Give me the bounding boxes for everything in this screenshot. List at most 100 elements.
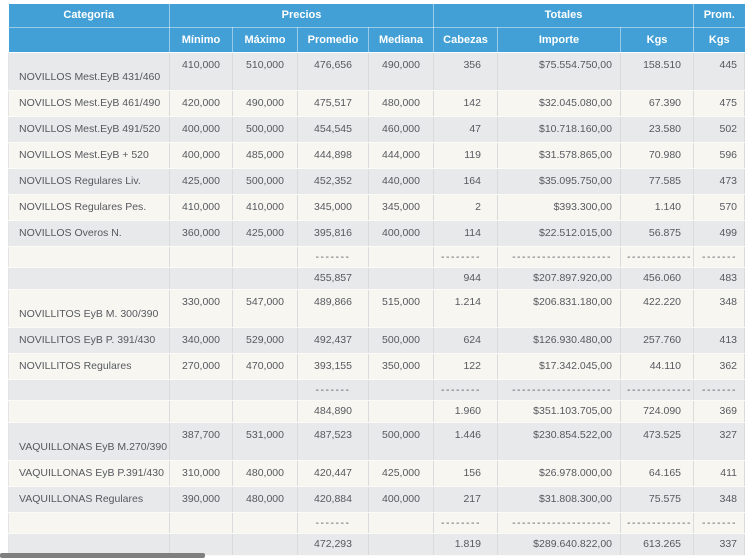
table-row: NOVILLOS Overos N. 360,000 425,000 395,816 4… <box>8 220 746 247</box>
cell-mediana: 425,000 <box>368 460 434 487</box>
cell-prom-kgs: 413 <box>693 327 746 354</box>
horizontal-scrollbar-thumb[interactable] <box>0 553 205 558</box>
cell-cabezas: -------- <box>433 512 498 534</box>
cell-categoria: NOVILLITOS EyB P. 391/430 <box>8 327 170 354</box>
cell-cabezas: 624 <box>433 327 498 354</box>
cell-promedio: 489,866 <box>297 289 369 328</box>
table-row: VAQUILLONAS EyB M.270/390 387,700 531,000 4… <box>8 422 746 461</box>
cell-cabezas: 1.446 <box>433 422 498 461</box>
cell-maximo <box>232 533 298 556</box>
cell-prom-kgs: 369 <box>693 400 746 423</box>
cell-maximo <box>232 512 298 534</box>
cell-mediana <box>368 267 434 290</box>
table-row: ------- -------- -------------------- -----… <box>8 512 746 534</box>
cell-maximo: 529,000 <box>232 327 298 354</box>
cell-cabezas: 47 <box>433 116 498 143</box>
cell-kgs: 70.980 <box>620 142 695 169</box>
cell-kgs: 44.110 <box>620 353 695 380</box>
cell-mediana: 460,000 <box>368 116 434 143</box>
cell-prom-kgs: 348 <box>693 486 746 513</box>
table-header: Categoria Precios Totales Prom. Mínimo M… <box>8 4 745 53</box>
cell-maximo <box>232 246 298 268</box>
cell-kgs: 75.575 <box>620 486 695 513</box>
cell-promedio: 420,884 <box>297 486 369 513</box>
header-minimo: Mínimo <box>169 27 233 53</box>
cell-kgs: ------------- <box>620 379 695 401</box>
cell-categoria: NOVILLOS Mest.EyB 461/490 <box>8 90 170 117</box>
cell-minimo: 387,700 <box>169 422 233 461</box>
cell-cabezas: -------- <box>433 379 498 401</box>
cell-cabezas: 156 <box>433 460 498 487</box>
cell-prom-kgs: 499 <box>693 220 746 247</box>
cell-importe: $206.831.180,00 <box>497 289 621 328</box>
cell-minimo: 330,000 <box>169 289 233 328</box>
header-prom-kgs: Kgs <box>693 27 745 53</box>
cell-mediana: 350,000 <box>368 353 434 380</box>
cell-mediana: 515,000 <box>368 289 434 328</box>
cell-prom-kgs: ------- <box>693 512 746 534</box>
header-sub-row: Mínimo Máximo Promedio Mediana Cabezas I… <box>8 27 745 53</box>
cell-cabezas: 114 <box>433 220 498 247</box>
cell-mediana: 400,000 <box>368 486 434 513</box>
table-row: VAQUILLONAS Regulares 390,000 480,000 420,8… <box>8 486 746 513</box>
cell-maximo: 490,000 <box>232 90 298 117</box>
cell-importe: $31.578.865,00 <box>497 142 621 169</box>
cell-cabezas: 1.214 <box>433 289 498 328</box>
cell-promedio: 454,545 <box>297 116 369 143</box>
cell-kgs: 613.265 <box>620 533 695 556</box>
cell-prom-kgs: ------- <box>693 379 746 401</box>
header-cabezas: Cabezas <box>433 27 498 53</box>
cell-minimo: 310,000 <box>169 460 233 487</box>
cell-importe: $17.342.045,00 <box>497 353 621 380</box>
table-row: NOVILLITOS EyB M. 300/390 330,000 547,000 4… <box>8 289 746 328</box>
cell-categoria: NOVILLOS Mest.EyB 491/520 <box>8 116 170 143</box>
table-row: 472,293 1.819 $289.640.822,00 613.265 337 <box>8 533 746 556</box>
cell-categoria <box>8 400 170 423</box>
cell-categoria: NOVILLOS Regulares Pes. <box>8 194 170 221</box>
cell-promedio: 487,523 <box>297 422 369 461</box>
cell-cabezas: 119 <box>433 142 498 169</box>
cell-cabezas: 122 <box>433 353 498 380</box>
cell-cabezas: 1.819 <box>433 533 498 556</box>
cell-kgs: 56.875 <box>620 220 695 247</box>
cell-prom-kgs: 475 <box>693 90 746 117</box>
cell-promedio: 492,437 <box>297 327 369 354</box>
header-prom-group: Prom. <box>693 4 745 28</box>
table-row: NOVILLOS Mest.EyB 491/520 400,000 500,000 4… <box>8 116 746 143</box>
cell-minimo: 420,000 <box>169 90 233 117</box>
cell-mediana <box>368 246 434 268</box>
cell-minimo: 360,000 <box>169 220 233 247</box>
cell-promedio: 444,898 <box>297 142 369 169</box>
cell-minimo: 400,000 <box>169 116 233 143</box>
cell-categoria: NOVILLOS Mest.EyB + 520 <box>8 142 170 169</box>
cell-maximo: 500,000 <box>232 116 298 143</box>
cell-promedio: 476,656 <box>297 52 369 91</box>
cell-kgs: 422.220 <box>620 289 695 328</box>
cell-kgs: 158.510 <box>620 52 695 91</box>
cell-importe: $22.512.015,00 <box>497 220 621 247</box>
cell-cabezas: 2 <box>433 194 498 221</box>
cell-minimo: 410,000 <box>169 194 233 221</box>
header-kgs: Kgs <box>620 27 695 53</box>
cell-maximo <box>232 379 298 401</box>
cell-kgs: 473.525 <box>620 422 695 461</box>
table-row: ------- -------- -------------------- -----… <box>8 246 746 268</box>
cell-cabezas: 217 <box>433 486 498 513</box>
cell-cabezas: 356 <box>433 52 498 91</box>
cell-maximo: 485,000 <box>232 142 298 169</box>
livestock-price-table-container: Categoria Precios Totales Prom. Mínimo M… <box>8 4 746 556</box>
cell-cabezas: 142 <box>433 90 498 117</box>
cell-promedio: 455,857 <box>297 267 369 290</box>
livestock-price-table: Categoria Precios Totales Prom. Mínimo M… <box>8 4 746 556</box>
table-row: 484,890 1.960 $351.103.705,00 724.090 369 <box>8 400 746 423</box>
cell-kgs: ------------- <box>620 246 695 268</box>
cell-mediana: 440,000 <box>368 168 434 195</box>
cell-minimo: 340,000 <box>169 327 233 354</box>
cell-categoria: NOVILLOS Mest.EyB 431/460 <box>8 52 170 91</box>
cell-importe: $351.103.705,00 <box>497 400 621 423</box>
cell-maximo <box>232 267 298 290</box>
cell-maximo: 410,000 <box>232 194 298 221</box>
header-importe: Importe <box>497 27 621 53</box>
cell-cabezas: 164 <box>433 168 498 195</box>
cell-kgs: 257.760 <box>620 327 695 354</box>
